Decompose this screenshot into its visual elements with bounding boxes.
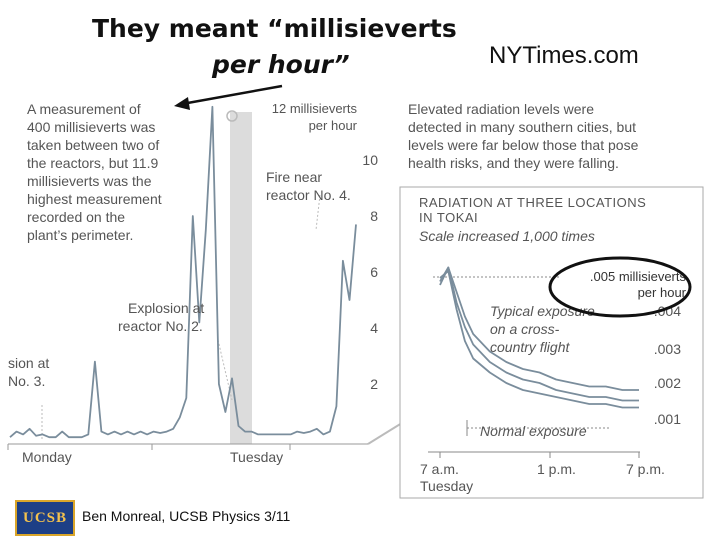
tokai-series-line bbox=[439, 266, 639, 391]
left-note-line: recorded on the bbox=[27, 209, 126, 225]
tokai-series-line bbox=[439, 266, 639, 402]
inset-title: IN TOKAI bbox=[419, 210, 478, 225]
tokai-series-line bbox=[439, 270, 639, 409]
inset-y-tick-label: .001 bbox=[654, 411, 681, 427]
annotation-normal-exposure: Normal exposure bbox=[480, 423, 587, 439]
annotation-typical-exposure: on a cross- bbox=[490, 321, 560, 337]
annotation-explosion-3: sion at bbox=[8, 355, 49, 371]
inset-x-sublabel: Tuesday bbox=[420, 478, 473, 494]
y-axis-label: per hour bbox=[309, 118, 358, 133]
left-note-line: highest measurement bbox=[27, 191, 162, 207]
ucsb-logo: UCSB bbox=[15, 500, 75, 536]
highlight-circle bbox=[548, 256, 692, 318]
left-note-line: taken between two of bbox=[27, 137, 160, 153]
x-tick-label: Tuesday bbox=[230, 449, 283, 465]
footer-credit: Ben Monreal, UCSB Physics 3/11 bbox=[82, 508, 291, 524]
annotation-arrow bbox=[181, 84, 283, 106]
inset-y-tick-label: .003 bbox=[654, 341, 681, 357]
annotation-leader bbox=[315, 194, 321, 231]
y-tick-label: 10 bbox=[362, 152, 378, 168]
y-tick-label: 2 bbox=[370, 376, 378, 392]
left-note-line: the reactors, but 11.9 bbox=[27, 155, 159, 171]
right-note: Elevated radiation levels were detected … bbox=[408, 100, 638, 172]
inset-x-tick-label: 7 a.m. bbox=[420, 461, 459, 477]
annotation-explosion-2: Explosion at bbox=[128, 300, 204, 316]
x-tick-label: Monday bbox=[22, 449, 72, 465]
inset-title: RADIATION AT THREE LOCATIONS bbox=[419, 195, 646, 210]
annotation-fire-4: Fire near bbox=[266, 169, 322, 185]
left-note-line: millisieverts was the bbox=[27, 173, 152, 189]
annotation-fire-4: reactor No. 4. bbox=[266, 187, 351, 203]
right-note-line: Elevated radiation levels were bbox=[408, 101, 594, 117]
annotation-explosion-3: No. 3. bbox=[8, 373, 45, 389]
inset-y-axis-label: per hour bbox=[638, 285, 687, 300]
inset-subtitle: Scale increased 1,000 times bbox=[419, 228, 595, 244]
left-note-line: 400 millisieverts was bbox=[27, 119, 156, 135]
left-note: A measurement of 400 millisieverts was t… bbox=[27, 100, 162, 244]
inset-frame bbox=[399, 186, 704, 499]
y-tick-label: 4 bbox=[370, 320, 378, 336]
right-note-line: levels were far below those that pose bbox=[408, 137, 639, 153]
inset-y-axis-label: .005 millisieverts bbox=[590, 269, 687, 284]
right-note-line: detected in many southern cities, but bbox=[408, 119, 637, 135]
peak-marker bbox=[226, 110, 238, 122]
annotation-explosion-2: reactor No. 2. bbox=[118, 318, 203, 334]
y-tick-label: 8 bbox=[370, 208, 378, 224]
source-label: NYTimes.com bbox=[489, 42, 639, 69]
y-axis-label: 12 millisieverts bbox=[272, 101, 358, 116]
inset-y-tick-label: .004 bbox=[654, 303, 681, 319]
highlight-band bbox=[230, 112, 252, 444]
inset-x-tick-label: 7 p.m. bbox=[626, 461, 665, 477]
right-note-line: health risks, and they were falling. bbox=[408, 155, 619, 171]
arrow-head bbox=[174, 97, 190, 110]
slide-title-second-line: per hour” bbox=[212, 50, 350, 79]
left-note-line: A measurement of bbox=[27, 101, 141, 117]
left-note-line: plant’s perimeter. bbox=[27, 227, 134, 243]
inset-x-tick-label: 1 p.m. bbox=[537, 461, 576, 477]
annotation-typical-exposure: country flight bbox=[490, 339, 570, 355]
y-tick-label: 6 bbox=[370, 264, 378, 280]
radiation-series-line bbox=[9, 105, 357, 439]
slide-title: They meant “millisieverts bbox=[92, 14, 457, 43]
inset-y-tick-label: .002 bbox=[654, 375, 681, 391]
